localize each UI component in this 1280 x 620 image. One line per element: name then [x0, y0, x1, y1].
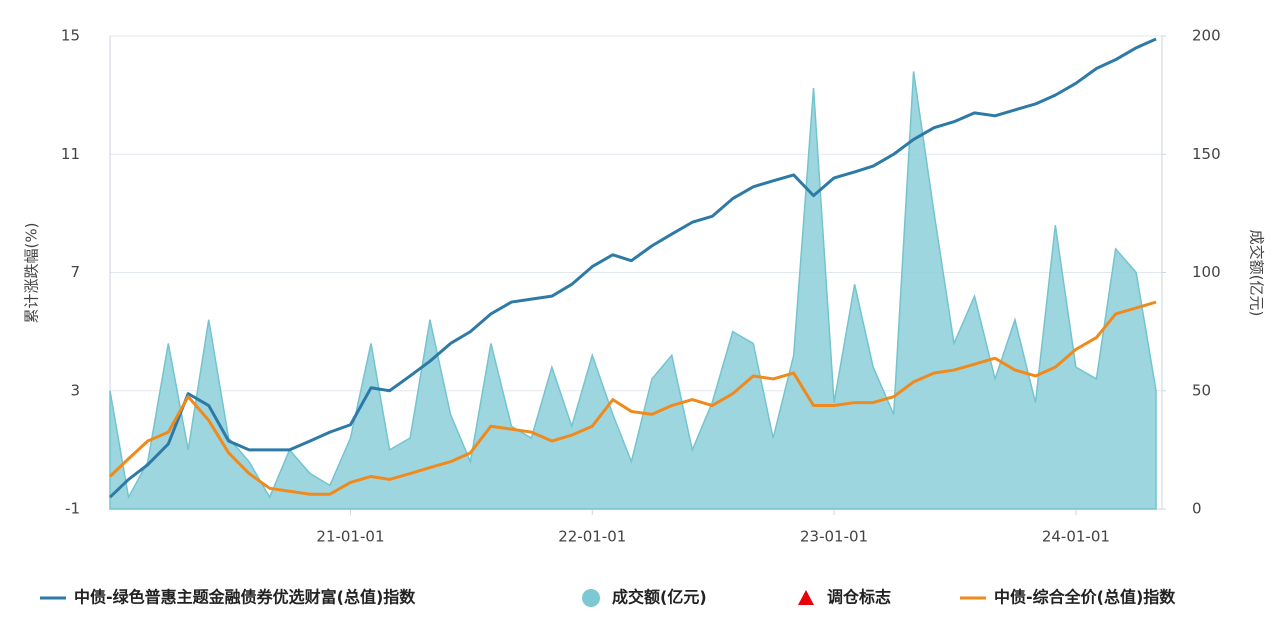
y2-tick-label: 200 — [1192, 27, 1221, 45]
y2-axis-label: 成交额(亿元) — [1248, 230, 1266, 317]
x-tick-label: 23-01-01 — [800, 528, 868, 546]
legend-label: 中债-综合全价(总值)指数 — [994, 588, 1176, 607]
y2-tick-label: 0 — [1192, 500, 1202, 518]
legend-swatch — [582, 589, 600, 607]
index-line — [108, 37, 1157, 499]
y-tick-label: 7 — [70, 263, 80, 281]
index-line — [108, 300, 1157, 496]
x-tick-label: 21-01-01 — [316, 528, 384, 546]
legend-label: 调仓标志 — [827, 588, 891, 607]
legend-swatch — [798, 590, 814, 605]
legend-label: 成交额(亿元) — [612, 588, 707, 607]
x-tick-label: 22-01-01 — [558, 528, 626, 546]
y-tick-label: 11 — [61, 145, 80, 163]
y2-tick-label: 100 — [1192, 263, 1221, 281]
legend-label: 中债-绿色普惠主题金融债券优选财富(总值)指数 — [74, 588, 416, 607]
y2-tick-label: 150 — [1192, 145, 1221, 163]
y-tick-label: -1 — [65, 500, 80, 518]
y-axis-label: 累计涨跌幅(%) — [23, 223, 41, 324]
y-tick-label: 15 — [61, 27, 80, 45]
y-tick-label: 3 — [70, 381, 80, 399]
x-tick-label: 24-01-01 — [1042, 528, 1110, 546]
y2-tick-label: 50 — [1192, 381, 1211, 399]
volume-area — [109, 71, 1157, 510]
legend: 中债-绿色普惠主题金融债券优选财富(总值)指数 成交额(亿元) 调仓标志 中债-综合全… — [40, 588, 1176, 607]
